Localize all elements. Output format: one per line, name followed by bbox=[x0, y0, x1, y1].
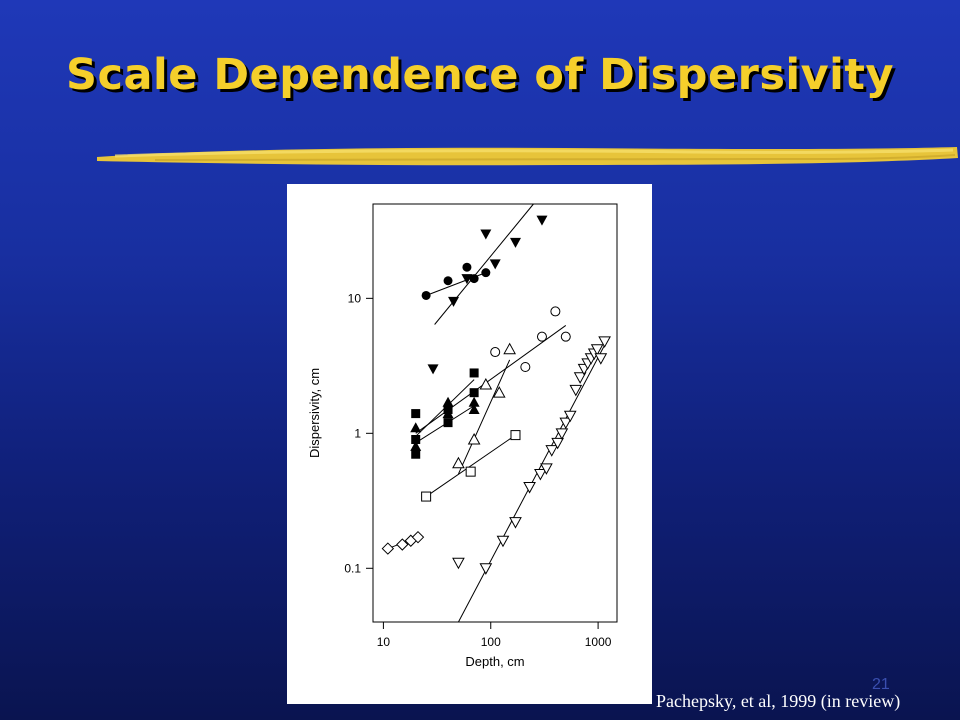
data-point-open-square bbox=[465, 466, 476, 477]
data-point-filled-triangle-up bbox=[410, 422, 422, 433]
x-axis-label: Depth, cm bbox=[465, 654, 524, 669]
dispersivity-chart: 10 100 1000 0.1 1 10 Depth, cm Dispersivity, … bbox=[307, 203, 618, 669]
fit-line bbox=[415, 325, 567, 434]
data-point-open-diamond bbox=[411, 530, 425, 544]
data-point-open-triangle-up bbox=[467, 432, 481, 445]
data-point-open-circle bbox=[560, 331, 571, 342]
data-point-open-triangle-down bbox=[563, 410, 577, 423]
x-tick-label: 10 bbox=[377, 635, 391, 649]
data-point-open-triangle-down bbox=[479, 563, 493, 575]
data-markers bbox=[381, 215, 611, 575]
data-point-filled-triangle-down bbox=[427, 364, 439, 375]
data-point-open-triangle-up bbox=[452, 456, 465, 469]
x-tick-label: 100 bbox=[481, 635, 501, 649]
data-point-filled-circle bbox=[443, 276, 453, 286]
data-point-open-circle bbox=[490, 347, 501, 358]
data-point-filled-triangle-down bbox=[509, 237, 521, 248]
data-point-filled-triangle-down bbox=[480, 229, 492, 240]
y-tick-label: 0.1 bbox=[344, 561, 361, 575]
y-axis-label: Dispersivity, cm bbox=[307, 368, 322, 458]
data-point-filled-square bbox=[411, 434, 421, 444]
data-point-open-triangle-down bbox=[598, 336, 611, 348]
data-point-open-triangle-down bbox=[573, 372, 587, 384]
data-point-open-triangle-down bbox=[551, 437, 564, 450]
data-point-open-triangle-down bbox=[509, 517, 522, 529]
data-point-filled-triangle-up bbox=[442, 396, 454, 407]
data-point-filled-triangle-down bbox=[536, 215, 548, 226]
data-point-filled-square bbox=[411, 449, 421, 459]
data-point-open-diamond bbox=[381, 542, 395, 555]
data-point-open-square bbox=[510, 430, 521, 441]
fit-line bbox=[457, 359, 511, 475]
data-point-filled-triangle-down bbox=[489, 259, 501, 270]
data-point-filled-square bbox=[469, 368, 479, 378]
data-point-filled-square bbox=[469, 388, 479, 398]
fit-lines bbox=[387, 203, 608, 623]
data-point-filled-triangle-up bbox=[442, 408, 454, 419]
fit-line bbox=[425, 434, 516, 497]
data-point-filled-square bbox=[411, 409, 421, 419]
chart-card: 10 100 1000 0.1 1 10 Depth, cm Dispersivity, … bbox=[287, 184, 652, 704]
page-number: 21 bbox=[872, 676, 890, 693]
data-point-open-circle bbox=[550, 306, 561, 317]
data-point-open-triangle-down bbox=[545, 445, 559, 457]
data-point-filled-circle bbox=[462, 262, 472, 272]
data-point-open-triangle-down bbox=[534, 468, 547, 481]
data-point-open-diamond bbox=[396, 538, 409, 551]
citation: Pachepsky, et al, 1999 (in review) bbox=[656, 691, 901, 711]
data-point-filled-square bbox=[443, 418, 453, 428]
data-point-open-triangle-down bbox=[559, 417, 573, 430]
data-point-open-triangle-down bbox=[540, 463, 553, 475]
data-point-open-triangle-down bbox=[452, 557, 465, 570]
x-tick-label: 1000 bbox=[585, 635, 612, 649]
y-tick-label: 10 bbox=[348, 291, 362, 305]
data-point-filled-circle bbox=[421, 290, 431, 300]
data-point-filled-triangle-down bbox=[461, 274, 473, 285]
data-point-open-triangle-down bbox=[594, 353, 608, 365]
data-point-filled-triangle-up bbox=[468, 396, 480, 407]
slide-title: Scale Dependence of Dispersivity bbox=[65, 50, 895, 100]
plot-frame bbox=[372, 203, 618, 623]
data-point-open-triangle-up bbox=[479, 377, 493, 390]
data-point-open-triangle-down bbox=[496, 535, 510, 548]
data-point-open-circle bbox=[520, 361, 531, 372]
data-point-open-triangle-down bbox=[523, 482, 536, 494]
title-underline bbox=[97, 147, 958, 166]
data-point-open-square bbox=[421, 491, 432, 502]
data-point-open-triangle-up bbox=[492, 386, 506, 398]
data-point-filled-circle bbox=[481, 268, 491, 278]
y-tick-label: 1 bbox=[354, 426, 361, 440]
data-point-open-triangle-down bbox=[569, 384, 583, 397]
data-point-open-triangle-down bbox=[590, 344, 604, 356]
data-point-filled-circle bbox=[469, 274, 479, 284]
fit-line bbox=[434, 203, 534, 325]
data-point-filled-triangle-down bbox=[448, 296, 460, 307]
axes-layer: 10 100 1000 0.1 1 10 bbox=[344, 291, 611, 649]
fit-line bbox=[457, 341, 608, 623]
data-point-filled-triangle-up bbox=[468, 404, 480, 415]
data-point-open-triangle-up bbox=[503, 342, 516, 355]
data-point-filled-triangle-up bbox=[410, 440, 422, 451]
data-point-open-triangle-down bbox=[555, 428, 569, 440]
data-point-open-circle bbox=[536, 331, 547, 342]
